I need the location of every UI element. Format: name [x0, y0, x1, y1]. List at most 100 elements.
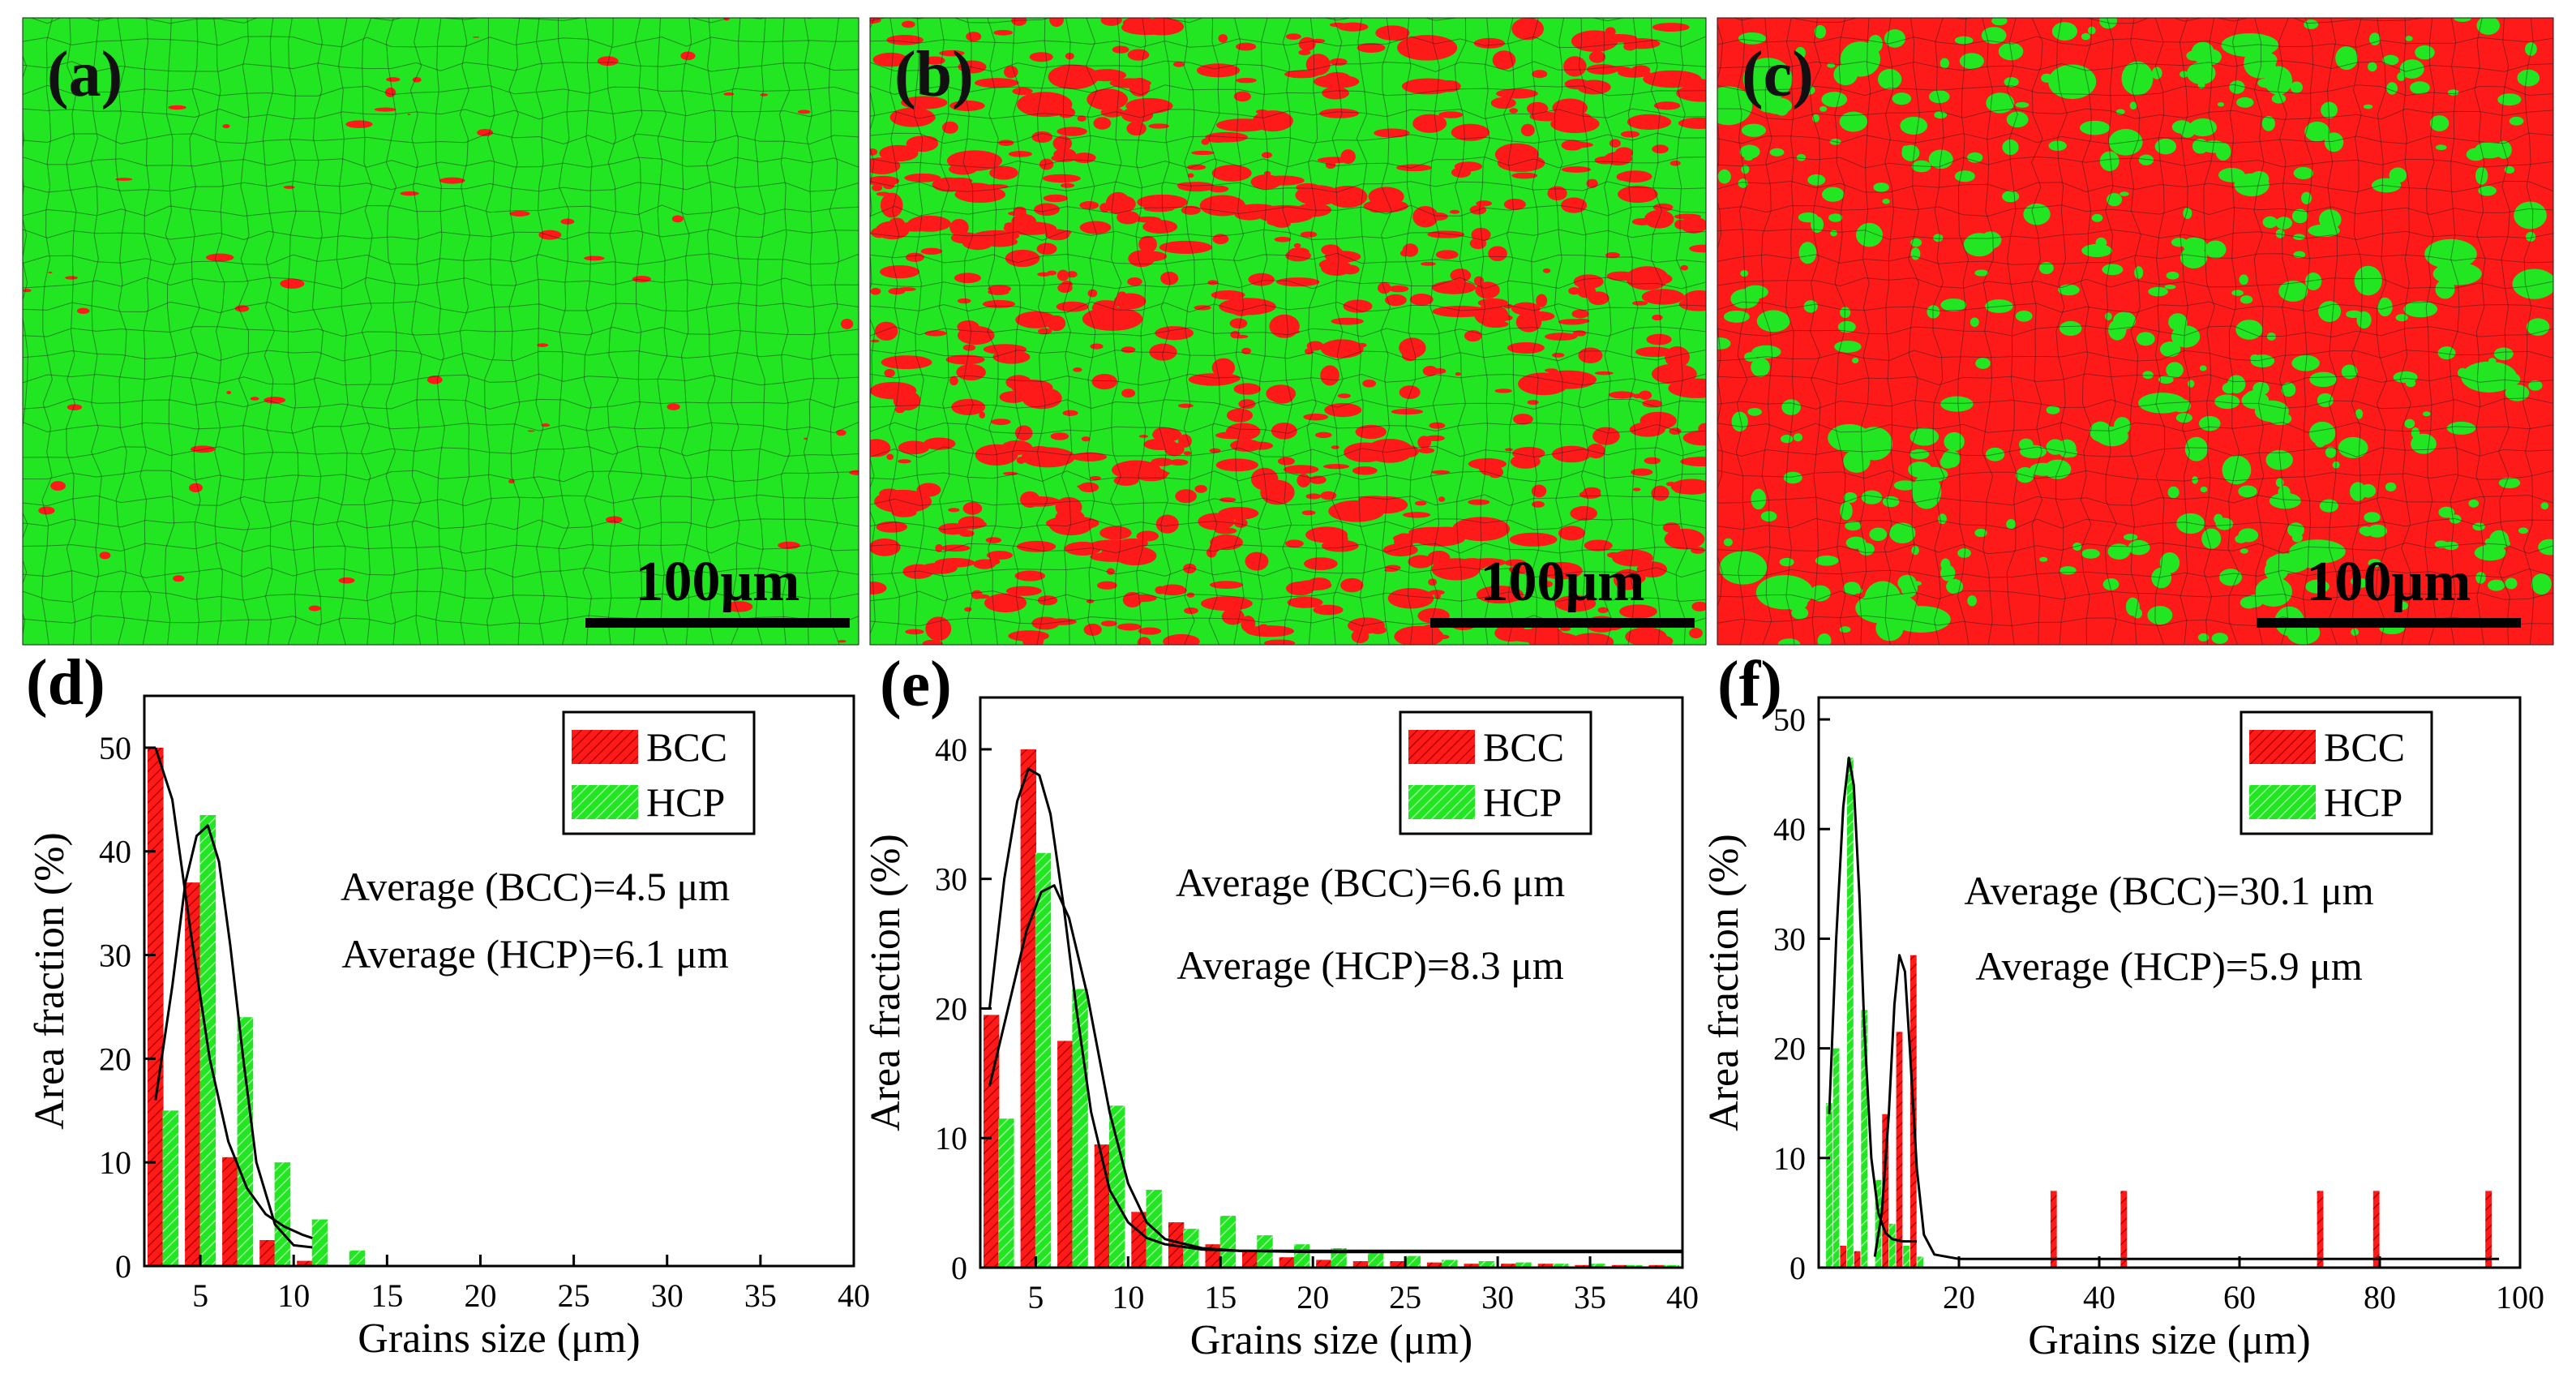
bar-hcp [1627, 1264, 1643, 1268]
x-tick-label: 20 [464, 1277, 496, 1314]
micrograph-a-phase-map [23, 18, 859, 645]
legend-label-bcc: BCC [646, 724, 727, 770]
y-tick-label: 30 [99, 938, 131, 974]
annotation-average: Average (BCC)=6.6 μm [1176, 860, 1565, 905]
y-axis-label: Area fraction (%) [1701, 834, 1747, 1131]
y-tick-label: 0 [1789, 1250, 1806, 1286]
y-tick-label: 20 [99, 1041, 131, 1077]
legend: BCC HCP [562, 710, 756, 835]
x-tick-label: 60 [2223, 1279, 2256, 1315]
x-tick-label: 20 [1943, 1279, 1975, 1315]
bar-hcp [1368, 1251, 1384, 1268]
micrograph-c-frame [1717, 17, 2554, 646]
bar-bcc [2050, 1191, 2057, 1268]
x-tick-label: 10 [277, 1277, 310, 1314]
legend-swatch-bcc [572, 730, 638, 764]
x-tick-label: 35 [744, 1277, 777, 1314]
chart-d: (d) 5 10 15 20 25 30 35 40 0 10 20 30 40 50 Grains size… [26, 647, 870, 1362]
bar-bcc [1352, 1261, 1369, 1268]
y-tick-label: 0 [115, 1248, 131, 1285]
chart-e: (e) 5 10 15 20 25 30 35 40 0 10 20 30 40 Grains size (… [863, 649, 1699, 1363]
y-tick-label: 50 [99, 730, 131, 766]
bar-hcp [1293, 1244, 1310, 1268]
bar-hcp [1219, 1216, 1237, 1268]
fit-curve-bcc [988, 767, 1682, 1252]
bar-bcc [1390, 1261, 1406, 1268]
bar-hcp [162, 1110, 179, 1266]
micrograph-c-label: (c) [1742, 39, 1814, 110]
annotation-average: Average (HCP)=5.9 μm [1975, 943, 2363, 989]
y-tick-label: 40 [935, 732, 967, 768]
plot-frame [979, 696, 1684, 1269]
bar-bcc [1611, 1264, 1628, 1268]
micrograph-b-label: (b) [894, 39, 974, 110]
x-tick-label: 80 [2364, 1279, 2396, 1315]
fit-curve-bcc [1873, 954, 2500, 1260]
micrograph-c: (c) 100μm [1717, 17, 2554, 646]
legend-swatch-hcp [2249, 785, 2316, 819]
bar-hcp [1035, 852, 1052, 1268]
x-tick-label: 40 [838, 1277, 870, 1314]
x-tick-label: 40 [2083, 1279, 2115, 1315]
y-axis-label: Area fraction (%) [863, 834, 909, 1131]
y-tick-label: 10 [99, 1144, 131, 1181]
bar-bcc [1426, 1262, 1443, 1268]
bar-bcc [1131, 1212, 1147, 1268]
legend-swatch-hcp [1408, 785, 1475, 819]
y-tick-label: 20 [935, 990, 967, 1027]
x-tick-label: 35 [1574, 1279, 1606, 1315]
micrograph-b-scale-label: 100μm [1481, 551, 1645, 613]
legend-swatch-bcc [1408, 730, 1475, 764]
bar-hcp [1875, 1179, 1882, 1268]
bar-bcc [1648, 1264, 1665, 1268]
y-tick-label: 50 [1773, 702, 1806, 738]
x-tick-label: 30 [1481, 1279, 1514, 1315]
bar-hcp [1903, 1246, 1909, 1268]
y-tick-label: 0 [951, 1250, 967, 1286]
micrograph-a-frame [22, 17, 859, 646]
fit-curve-hcp [154, 824, 313, 1249]
bar-hcp [1663, 1264, 1679, 1268]
micrograph-b: (b) 100μm [869, 17, 1707, 646]
x-axis-label: Grains size (μm) [2028, 1317, 2310, 1363]
legend: BCC HCP [2240, 710, 2433, 835]
bar-hcp [1847, 758, 1854, 1268]
y-tick-label: 30 [935, 861, 967, 898]
bar-bcc [1882, 1114, 1889, 1268]
micrograph-b-phase-map [870, 18, 1706, 645]
bar-hcp [1552, 1264, 1569, 1268]
bar-bcc [259, 1240, 276, 1266]
fit-curve-hcp [1828, 756, 1918, 1243]
bar-hcp [274, 1162, 291, 1266]
bar-hcp [1888, 1223, 1896, 1268]
bar-hcp [1917, 1256, 1924, 1268]
bar-hcp [1589, 1264, 1605, 1268]
x-tick-label: 25 [1389, 1279, 1421, 1315]
y-tick-label: 20 [1773, 1031, 1806, 1067]
bar-hcp [1515, 1262, 1532, 1268]
x-tick-label: 40 [1666, 1279, 1699, 1315]
y-tick-label: 10 [1773, 1140, 1806, 1177]
legend-label-hcp: HCP [2324, 779, 2402, 825]
legend-label-bcc: BCC [2324, 724, 2405, 770]
x-tick-label: 30 [651, 1277, 684, 1314]
legend-swatch-bcc [2249, 730, 2316, 764]
y-tick-label: 40 [99, 834, 131, 870]
bar-hcp [1826, 1103, 1832, 1268]
annotation-average: Average (HCP)=8.3 μm [1177, 942, 1564, 988]
chart-panel-label: (d) [26, 647, 105, 719]
micrograph-a: (a) 100μm [22, 17, 859, 646]
legend-label-bcc: BCC [1483, 724, 1564, 770]
bar-hcp [311, 1219, 328, 1266]
plot-frame [143, 694, 855, 1268]
bar-hcp [349, 1250, 366, 1266]
bar-bcc [2372, 1191, 2380, 1268]
bar-bcc [1575, 1264, 1591, 1268]
legend-label-hcp: HCP [646, 779, 725, 825]
bar-hcp [1442, 1260, 1458, 1268]
bar-bcc [1896, 1032, 1903, 1268]
bar-bcc [1537, 1264, 1554, 1268]
micrograph-b-frame [869, 17, 1707, 646]
x-tick-label: 10 [1112, 1279, 1144, 1315]
